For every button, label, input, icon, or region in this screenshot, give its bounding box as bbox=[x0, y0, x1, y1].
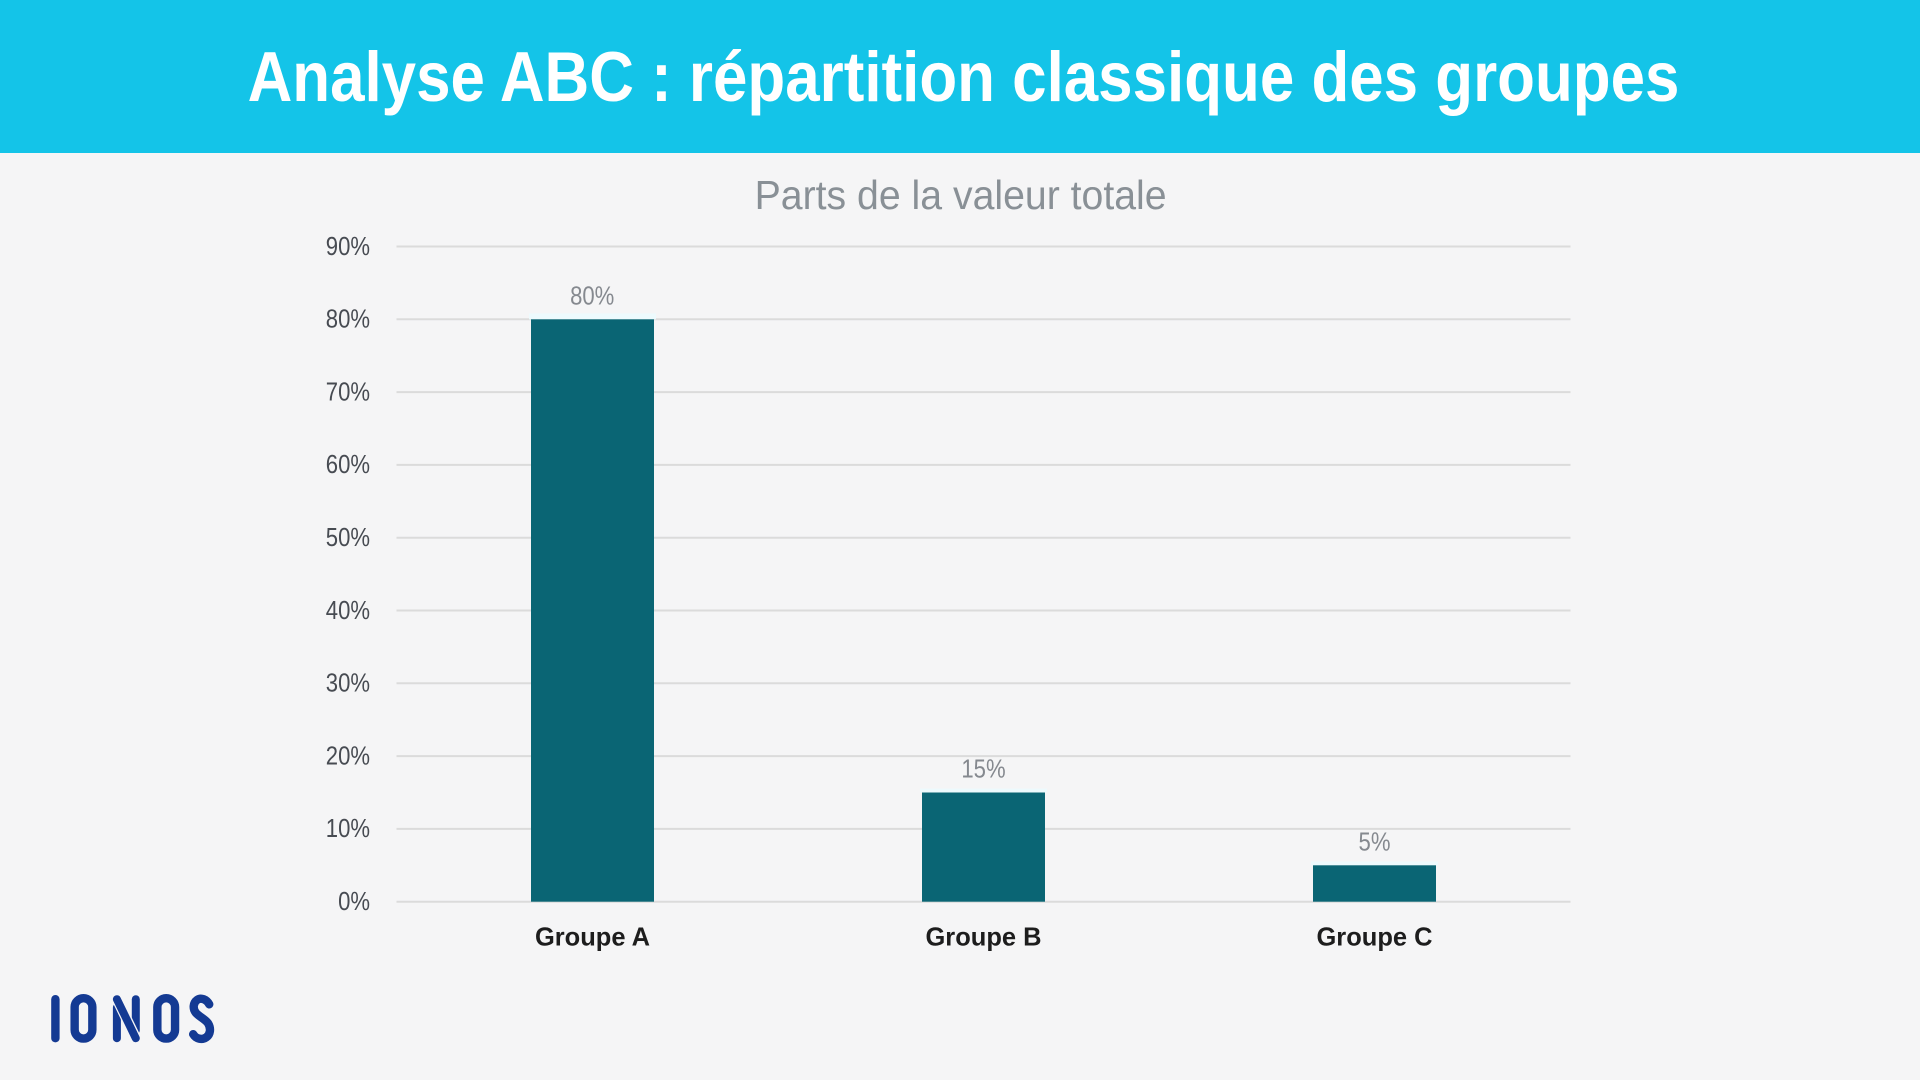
svg-text:Analyse ABC : répartition clas: Analyse ABC : répartition classique des … bbox=[248, 38, 1680, 117]
svg-text:Groupe C: Groupe C bbox=[1316, 923, 1432, 951]
svg-text:70%: 70% bbox=[326, 378, 370, 407]
svg-text:15%: 15% bbox=[961, 755, 1005, 784]
svg-text:5%: 5% bbox=[1359, 828, 1391, 857]
svg-text:90%: 90% bbox=[326, 232, 370, 261]
svg-text:50%: 50% bbox=[326, 523, 370, 552]
svg-text:80%: 80% bbox=[570, 282, 614, 311]
svg-text:Groupe B: Groupe B bbox=[925, 923, 1041, 951]
svg-text:Parts de la valeur totale: Parts de la valeur totale bbox=[755, 172, 1167, 218]
svg-text:10%: 10% bbox=[326, 815, 370, 844]
svg-text:60%: 60% bbox=[326, 451, 370, 480]
svg-text:Groupe A: Groupe A bbox=[535, 923, 650, 951]
svg-text:30%: 30% bbox=[326, 669, 370, 698]
svg-text:40%: 40% bbox=[326, 596, 370, 625]
svg-text:80%: 80% bbox=[326, 305, 370, 334]
svg-text:0%: 0% bbox=[338, 887, 370, 916]
svg-text:20%: 20% bbox=[326, 742, 370, 771]
